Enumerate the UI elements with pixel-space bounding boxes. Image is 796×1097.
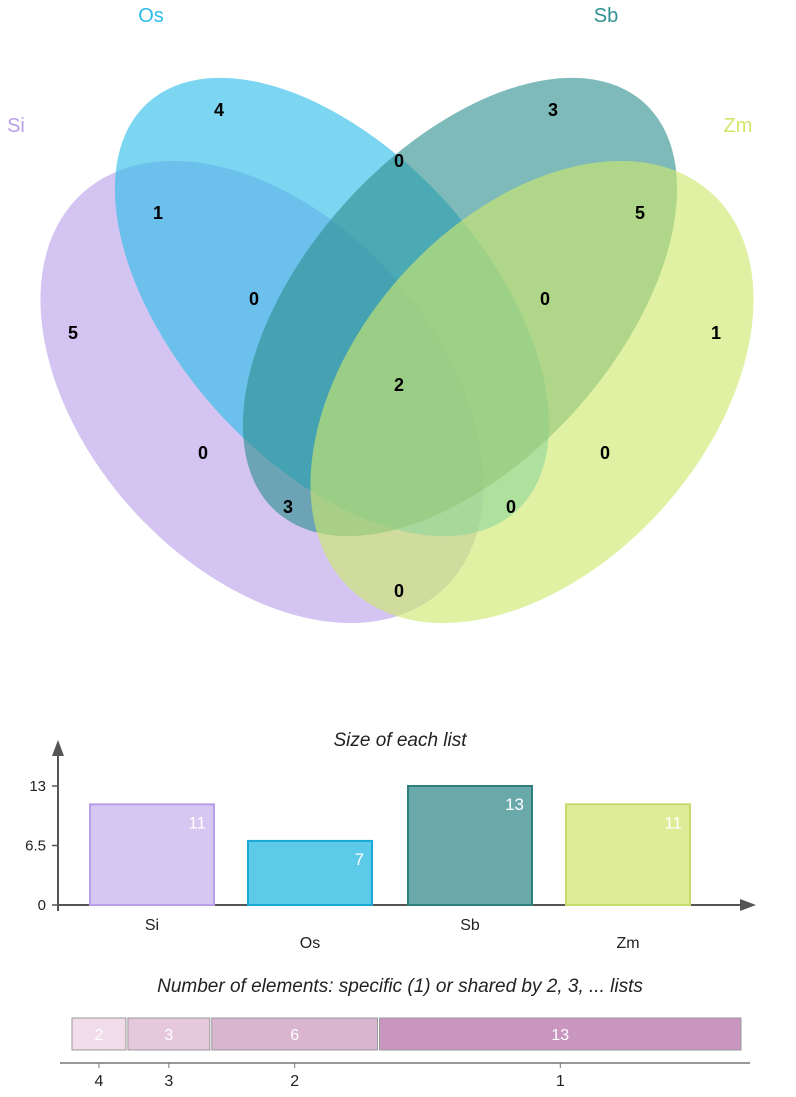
venn-region-os: 4 [214, 100, 224, 120]
stacked-segment-label-4: 4 [95, 1073, 104, 1090]
venn-region-si-os-sb-zm: 2 [394, 375, 404, 395]
stacked-segment-label-3: 3 [164, 1073, 173, 1090]
stacked-segment-label-2: 2 [290, 1073, 299, 1090]
bar-chart-category-labels: Si Os Sb Zm [145, 917, 640, 952]
bar-value-label-si: 11 [188, 813, 206, 832]
stacked-bar-axis: 4 3 2 1 [60, 1062, 750, 1090]
bar-chart-title: Size of each list [333, 730, 467, 751]
venn-region-si-os-zm: 0 [506, 497, 516, 517]
bar-category-label-zm: Zm [616, 935, 639, 952]
venn-region-si-os: 1 [153, 203, 163, 223]
stacked-segment-2 [211, 1017, 379, 1051]
stacked-segment-value-4: 2 [95, 1027, 104, 1044]
stacked-segment-3 [127, 1017, 211, 1051]
venn-region-si-sb: 0 [198, 443, 208, 463]
bar-value-label-sb: 13 [505, 795, 524, 814]
venn-region-sb-zm: 5 [635, 203, 645, 223]
venn-region-si-zm: 0 [394, 581, 404, 601]
bar-y-tick-label: 6.5 [25, 838, 46, 855]
venn-region-os-sb-zm: 0 [540, 289, 550, 309]
bar-category-label-os: Os [300, 935, 320, 952]
bar-category-label-sb: Sb [460, 917, 480, 934]
bar-os [247, 839, 373, 907]
stacked-segment-value-1: 13 [551, 1027, 569, 1044]
stacked-segment-value-3: 3 [164, 1027, 173, 1044]
venn-label-os: Os [138, 5, 164, 27]
stacked-segment-value-2: 6 [290, 1027, 299, 1044]
stacked-bar-segments: 2 3 6 13 [71, 1017, 742, 1051]
bar-y-tick-label: 13 [29, 778, 46, 795]
venn-region-si-os-sb: 0 [249, 289, 259, 309]
venn-region-os-zm: 0 [600, 443, 610, 463]
venn-label-zm: Zm [724, 115, 753, 137]
bar-chart-y-ticks: 136.50 [25, 778, 58, 914]
venn-region-si: 5 [68, 323, 78, 343]
stacked-bar-title: Number of elements: specific (1) or shar… [157, 976, 643, 997]
bar-y-tick-label: 0 [38, 897, 46, 914]
venn-label-sb: Sb [594, 5, 618, 27]
bar-si [89, 803, 215, 906]
venn-set-labels: Si Os Sb Zm [7, 5, 752, 137]
bar-sb [407, 785, 533, 906]
venn-label-si: Si [7, 115, 25, 137]
venn-region-zm: 1 [711, 323, 721, 343]
bar-value-label-zm: 11 [664, 813, 682, 832]
venn-region-os-sb: 0 [394, 151, 404, 171]
bar-x-axis-arrow [740, 899, 756, 911]
stacked-segment-4 [71, 1017, 127, 1051]
venn-set-zm [310, 160, 754, 624]
bar-y-axis-arrow [52, 740, 64, 756]
bar-category-label-si: Si [145, 917, 159, 934]
stacked-segment-label-1: 1 [556, 1073, 565, 1090]
bar-value-label-os: 7 [355, 850, 364, 869]
bar-chart-bars: 11 7 13 11 [89, 785, 691, 907]
venn-region-sb: 3 [548, 100, 558, 120]
venn-layer [40, 77, 754, 624]
venn-region-si-sb-zm: 3 [283, 497, 293, 517]
stacked-segment-1 [379, 1017, 742, 1051]
bar-zm [565, 803, 691, 906]
